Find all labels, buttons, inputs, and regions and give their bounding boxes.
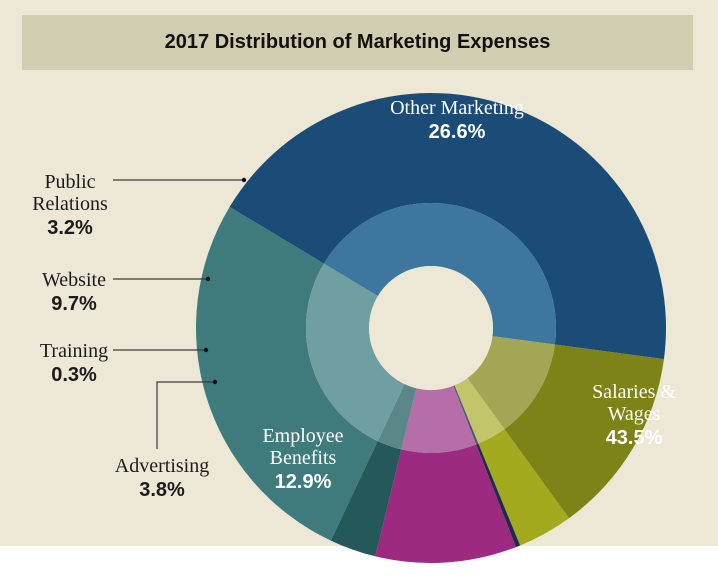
slice-inner-training xyxy=(453,385,479,445)
slice-inner-website xyxy=(401,385,477,454)
leader-dot-advertising xyxy=(212,379,218,385)
slice-outer-salaries xyxy=(229,93,667,360)
leader-lines xyxy=(113,177,247,449)
chart-title-bar: 2017 Distribution of Marketing Expenses xyxy=(22,15,693,70)
slice-outer-benefits xyxy=(504,344,664,519)
label-pr-line-1: Public xyxy=(44,171,95,193)
label-training-line-1: Training xyxy=(40,340,108,362)
value-label-website: 9.7% xyxy=(51,293,97,315)
slice-inner-benefits xyxy=(467,336,555,430)
value-label-advertising: 3.8% xyxy=(139,479,185,501)
slice-inner-salaries xyxy=(323,203,556,345)
value-label-benefits: 12.9% xyxy=(275,471,332,493)
slice-outer-website xyxy=(375,444,516,563)
value-label-salaries: 43.5% xyxy=(606,427,663,449)
leader-line-advertising xyxy=(156,381,215,449)
label-advertising-line-1: Advertising xyxy=(115,455,209,477)
slice-inner-other xyxy=(306,263,405,442)
label-other-line-1: Other Marketing xyxy=(390,97,524,119)
value-label-training: 0.3% xyxy=(51,364,97,386)
label-benefits-line-1: Employee xyxy=(262,425,343,447)
value-label-pr: 3.2% xyxy=(47,217,93,239)
label-salaries-line-1: Salaries & xyxy=(592,381,676,403)
outer-ring xyxy=(195,93,667,563)
inner-ring xyxy=(306,203,556,454)
label-salaries-line-2: Wages xyxy=(608,403,661,425)
slice-outer-other xyxy=(195,206,378,541)
label-website-line-1: Website xyxy=(42,269,106,291)
label-pr-line-2: Relations xyxy=(32,193,108,215)
label-benefits-line-2: Benefits xyxy=(270,447,337,469)
slice-inner-advertising xyxy=(454,378,505,444)
donut-hole xyxy=(369,266,493,390)
slice-outer-pr xyxy=(330,441,402,557)
slice-outer-training xyxy=(476,443,521,548)
chart-title: 2017 Distribution of Marketing Expenses xyxy=(164,31,551,53)
leader-dot-training xyxy=(203,347,209,353)
slice-inner-pr xyxy=(377,384,417,450)
value-label-other: 26.6% xyxy=(429,121,486,143)
leader-dot-website xyxy=(205,276,211,282)
leader-dot-pr xyxy=(241,177,247,183)
slice-outer-advertising xyxy=(478,429,569,546)
